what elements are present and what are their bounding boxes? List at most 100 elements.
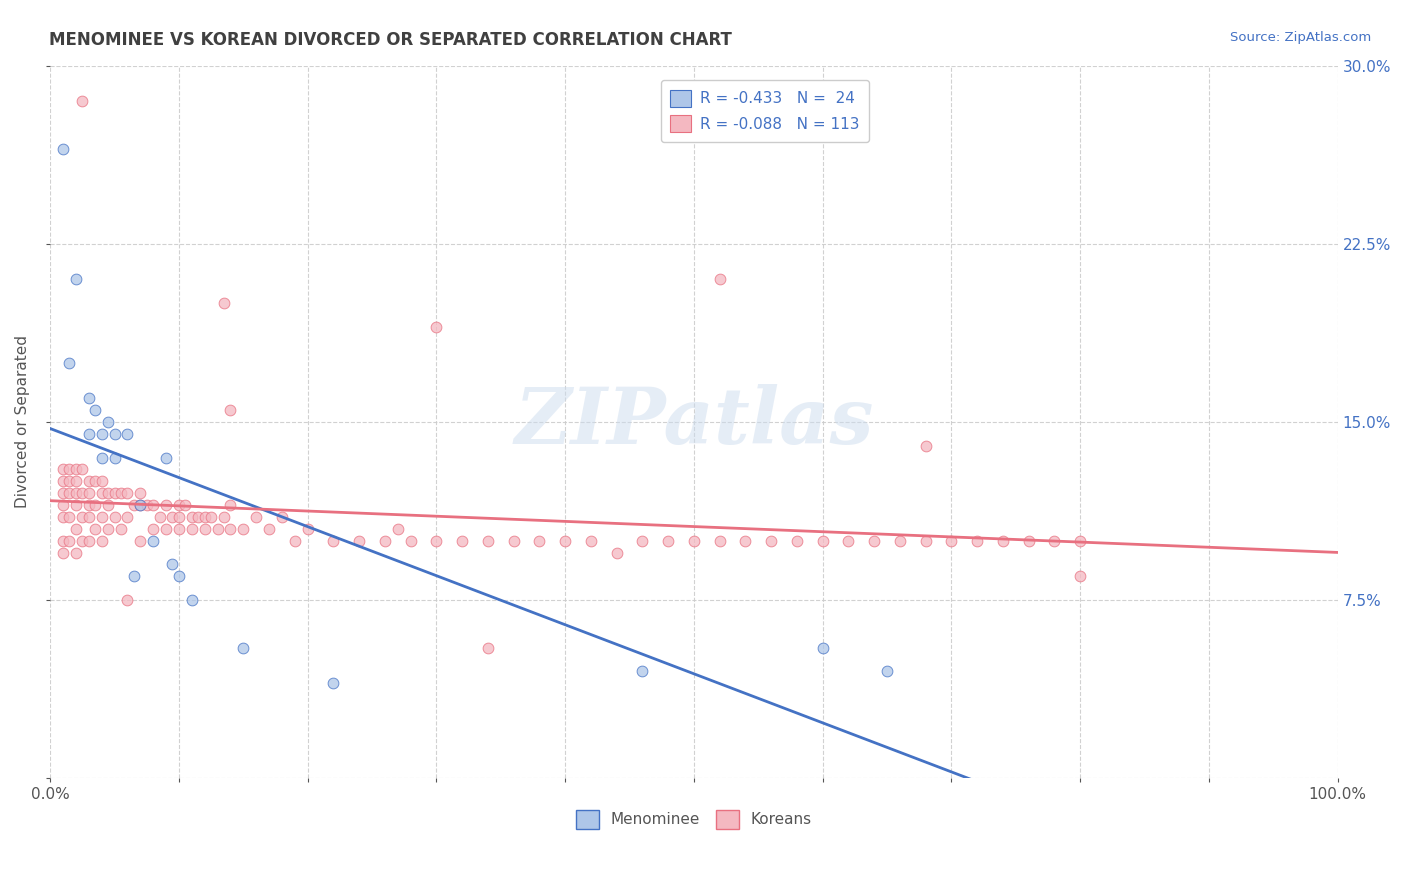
Point (103, 426, 125, 441)
Point (162, 558, 184, 572)
Point (1043, 533, 1066, 548)
Point (174, 498, 197, 512)
Point (606, 545, 628, 559)
Point (52, 510, 75, 524)
Point (270, 510, 292, 524)
Point (167, 522, 190, 536)
Point (52, 545, 75, 559)
Point (84, 498, 107, 512)
Point (162, 510, 184, 524)
Point (554, 533, 576, 548)
Point (58, 533, 80, 548)
Point (72, 94, 94, 108)
Point (502, 533, 524, 548)
Point (129, 498, 152, 512)
Point (207, 522, 229, 536)
Point (219, 522, 242, 536)
Point (117, 486, 139, 500)
Point (97, 522, 120, 536)
Point (284, 533, 307, 548)
Point (122, 498, 145, 512)
Point (579, 533, 602, 548)
Point (232, 640, 254, 655)
Point (477, 640, 499, 655)
Point (194, 522, 217, 536)
Point (77, 475, 100, 489)
Point (155, 522, 177, 536)
Point (187, 510, 209, 524)
Point (322, 676, 344, 690)
Point (97, 415, 120, 429)
Point (90, 510, 112, 524)
Point (180, 522, 202, 536)
Point (58, 462, 80, 476)
Point (90, 475, 112, 489)
Point (77, 510, 100, 524)
Point (52, 462, 75, 476)
Point (180, 510, 202, 524)
Point (65, 522, 87, 536)
Point (122, 569, 145, 583)
Point (245, 510, 267, 524)
Legend: Menominee, Koreans: Menominee, Koreans (569, 804, 818, 835)
Point (129, 533, 152, 548)
Point (110, 486, 132, 500)
Point (142, 533, 165, 548)
Point (65, 486, 87, 500)
Point (219, 403, 242, 417)
Point (1069, 533, 1091, 548)
Point (451, 533, 474, 548)
Point (991, 533, 1014, 548)
Point (65, 545, 87, 559)
Point (811, 533, 834, 548)
Point (322, 533, 344, 548)
Text: MENOMINEE VS KOREAN DIVORCED OR SEPARATED CORRELATION CHART: MENOMINEE VS KOREAN DIVORCED OR SEPARATE… (49, 31, 733, 49)
Point (155, 498, 177, 512)
Point (117, 426, 139, 441)
Point (65, 462, 87, 476)
Point (135, 498, 157, 512)
Point (97, 498, 120, 512)
Point (657, 533, 679, 548)
Point (347, 533, 370, 548)
Point (52, 475, 75, 489)
Point (374, 533, 396, 548)
Point (142, 498, 165, 512)
Point (65, 475, 87, 489)
Point (167, 498, 190, 512)
Point (58, 475, 80, 489)
Point (84, 522, 107, 536)
Point (77, 486, 100, 500)
Point (167, 569, 190, 583)
Point (876, 665, 898, 679)
Point (52, 142, 75, 156)
Point (117, 510, 139, 524)
Point (110, 522, 132, 536)
Point (297, 522, 319, 536)
Point (97, 486, 120, 500)
Point (90, 486, 112, 500)
Point (84, 403, 107, 417)
Text: ZIPatlas: ZIPatlas (515, 384, 873, 460)
Point (709, 272, 731, 286)
Point (77, 533, 100, 548)
Point (77, 391, 100, 405)
Point (257, 522, 280, 536)
Point (52, 486, 75, 500)
Point (90, 426, 112, 441)
Point (58, 510, 80, 524)
Point (1018, 533, 1040, 548)
Point (232, 522, 254, 536)
Point (212, 296, 235, 310)
Point (77, 498, 100, 512)
Point (529, 533, 551, 548)
Point (103, 486, 125, 500)
Point (155, 450, 177, 465)
Point (58, 355, 80, 369)
Point (72, 462, 94, 476)
Point (631, 533, 654, 548)
Point (72, 486, 94, 500)
Point (941, 533, 963, 548)
Point (914, 533, 936, 548)
Point (180, 593, 202, 607)
